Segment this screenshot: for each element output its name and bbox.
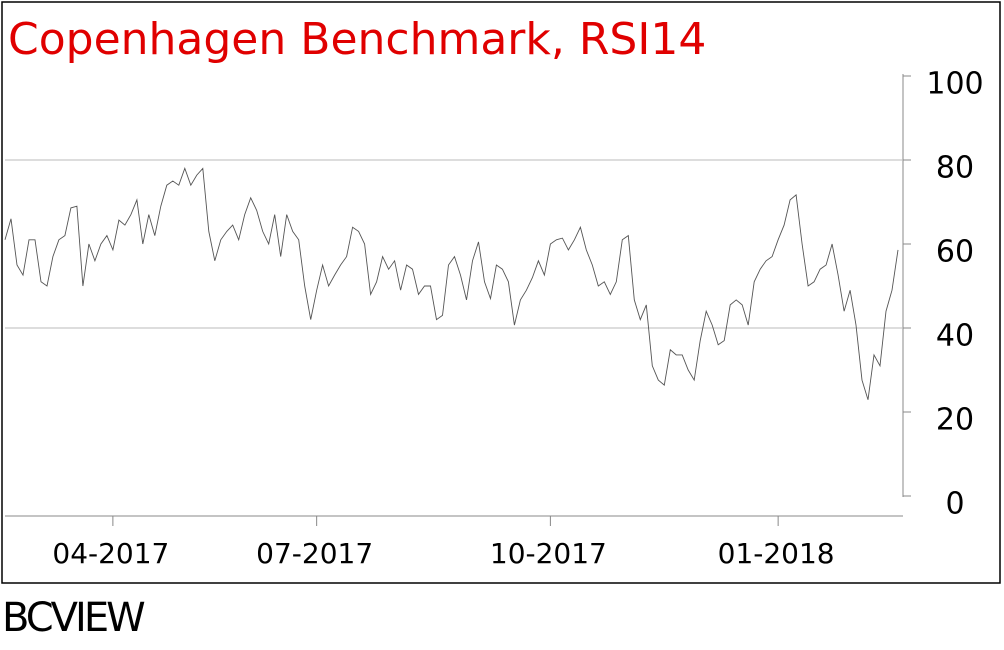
y-tick-label: 20 xyxy=(936,403,974,438)
y-tick-label: 40 xyxy=(936,319,974,354)
y-tick-label: 60 xyxy=(936,235,974,270)
chart-frame xyxy=(1,1,1001,584)
y-tick-label: 0 xyxy=(945,487,964,522)
footer: BCVIEW xyxy=(2,595,145,641)
rsi-line xyxy=(4,167,899,400)
x-tick-label: 01-2018 xyxy=(718,537,835,570)
x-tick-label: 04-2017 xyxy=(52,537,169,570)
x-tick-label: 10-2017 xyxy=(490,537,607,570)
y-tick-label: 100 xyxy=(926,67,983,102)
chart-title: Copenhagen Benchmark, RSI14 xyxy=(8,14,706,65)
y-tick-label: 80 xyxy=(936,151,974,186)
x-tick-label: 07-2017 xyxy=(256,537,373,570)
